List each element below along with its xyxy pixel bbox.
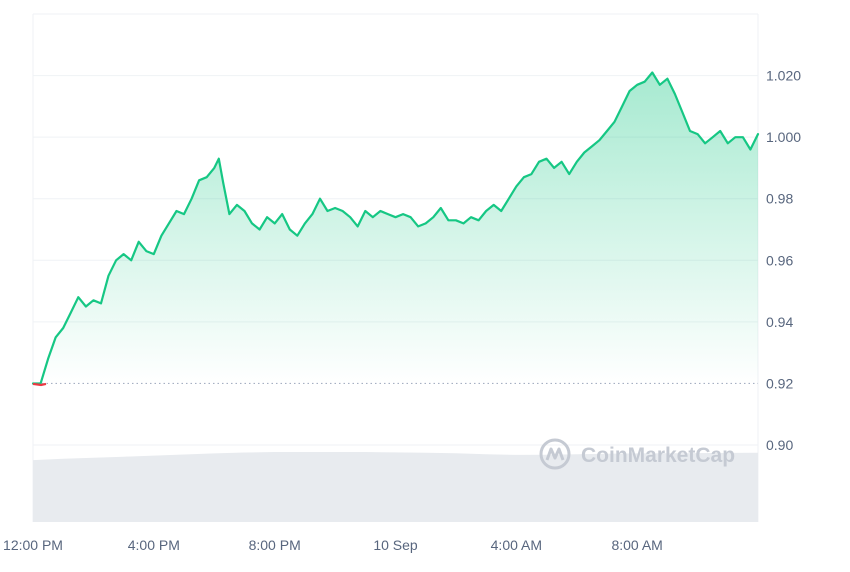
y-tick-label: 0.92 [766,375,793,391]
price-area [33,72,758,384]
y-tick-label: 0.90 [766,437,793,453]
price-series-line-below-open [32,382,47,387]
y-tick-label: 1.020 [766,68,801,84]
price-series-line[interactable] [31,71,760,385]
x-tick-label: 4:00 AM [491,537,542,553]
x-tick-label: 12:00 PM [3,537,63,553]
coinmarketcap-watermark: CoinMarketCap [539,438,735,470]
x-tick-label: 8:00 AM [611,537,662,553]
y-tick-label: 0.96 [766,252,793,268]
y-tick-label: 0.94 [766,314,793,330]
x-tick-label: 10 Sep [373,537,418,553]
volume-area [33,452,758,522]
volume-bars [33,452,758,522]
price-line[interactable] [31,71,760,387]
y-tick-label: 1.000 [766,129,801,145]
x-tick-label: 4:00 PM [128,537,180,553]
coinmarketcap-logo-icon [539,438,571,470]
y-axis: 0.90 0.92 0.94 0.96 0.98 1.000 1.020 [766,68,801,453]
watermark-text: CoinMarketCap [581,444,735,467]
price-area-fill [33,72,758,384]
x-axis: 12:00 PM 4:00 PM 8:00 PM 10 Sep 4:00 AM 8:00 … [3,537,663,553]
x-tick-label: 8:00 PM [249,537,301,553]
y-tick-label: 0.98 [766,191,793,207]
